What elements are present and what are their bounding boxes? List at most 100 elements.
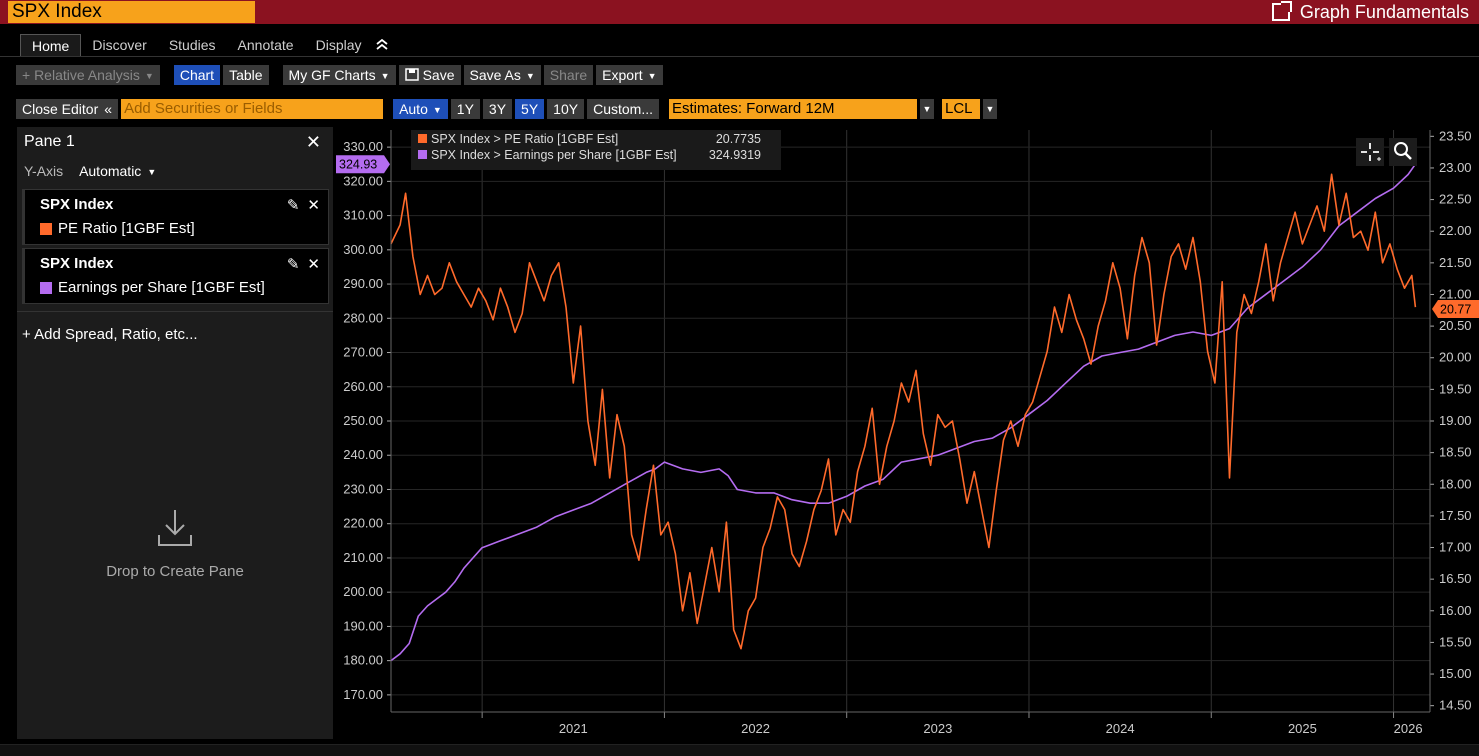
y-left-tick-label: 290.00 bbox=[343, 276, 383, 291]
add-spread-button[interactable]: + Add Spread, Ratio, etc... bbox=[22, 326, 198, 343]
y-right-tick-label: 15.00 bbox=[1439, 666, 1472, 681]
chevron-down-icon[interactable]: ▼ bbox=[920, 99, 934, 119]
color-swatch[interactable] bbox=[40, 281, 52, 294]
y-right-tick-label: 23.00 bbox=[1439, 160, 1472, 175]
range-1y-button[interactable]: 1Y bbox=[450, 99, 480, 119]
pe-last-value-label: 20.77 bbox=[1440, 303, 1471, 317]
ticker-field[interactable]: SPX Index bbox=[8, 1, 255, 23]
chart-area[interactable]: 2021 2022 2023 2024 2025 2026 330.00 320.00 310.… bbox=[336, 127, 1479, 742]
y-left-tick-label: 260.00 bbox=[343, 379, 383, 394]
chevron-down-icon: ▼ bbox=[525, 71, 535, 81]
my-gf-charts-button[interactable]: My GF Charts ▼ bbox=[282, 65, 396, 85]
close-icon[interactable]: ✕ bbox=[305, 132, 321, 152]
legend-swatch bbox=[418, 134, 427, 143]
save-as-button[interactable]: Save As ▼ bbox=[463, 65, 541, 85]
save-button[interactable]: Save bbox=[398, 65, 461, 85]
y-left-tick-label: 170.00 bbox=[343, 687, 383, 702]
pe-last-value-tag bbox=[1432, 300, 1479, 319]
auto-range-button[interactable]: Auto ▼ bbox=[393, 99, 448, 119]
legend: SPX Index > PE Ratio [1GBF Est] 20.7735 SP… bbox=[411, 130, 781, 170]
y-right-tick-label: 22.00 bbox=[1439, 223, 1472, 238]
y-left-tick-label: 330.00 bbox=[343, 139, 383, 154]
download-tray-icon bbox=[155, 507, 195, 551]
pane-title: Pane 1 bbox=[24, 133, 75, 150]
chevron-down-icon: ▼ bbox=[147, 167, 157, 177]
app-title[interactable]: Graph Fundamentals bbox=[1271, 0, 1469, 24]
table-view-button[interactable]: Table bbox=[223, 65, 269, 85]
toolbar: + Relative Analysis ▼ Chart Table My GF C… bbox=[16, 65, 663, 85]
custom-range-button[interactable]: Custom... bbox=[587, 99, 659, 119]
app-title-label: Graph Fundamentals bbox=[1299, 2, 1469, 22]
legend-box bbox=[411, 130, 781, 170]
eps-series-line bbox=[390, 163, 1417, 662]
y-right-tick-label: 16.00 bbox=[1439, 603, 1472, 618]
y-left-tick-label: 270.00 bbox=[343, 345, 383, 360]
chevron-down-icon[interactable]: ▼ bbox=[983, 99, 997, 119]
y-right-tick-label: 21.00 bbox=[1439, 286, 1472, 301]
range-5y-button[interactable]: 5Y bbox=[515, 99, 545, 119]
pane-editor: Pane 1 ✕ Y-Axis Automatic ▼ SPX Index PE … bbox=[17, 127, 333, 739]
line-chart[interactable]: 2021 2022 2023 2024 2025 2026 330.00 320.00 310.… bbox=[336, 127, 1479, 742]
series-card-pe[interactable]: SPX Index PE Ratio [1GBF Est] ✎ ✕ bbox=[22, 189, 329, 245]
y-right-tick-label: 22.50 bbox=[1439, 192, 1472, 207]
tab-bar: Home Discover Studies Annotate Display bbox=[20, 33, 391, 57]
y-right-tick-label: 18.50 bbox=[1439, 445, 1472, 460]
legend-value: 324.9319 bbox=[709, 148, 761, 162]
series-security: SPX Index bbox=[40, 196, 114, 213]
relative-analysis-button[interactable]: + Relative Analysis ▼ bbox=[16, 65, 160, 85]
y-left-tick-label: 200.00 bbox=[343, 584, 383, 599]
x-tick-label: 2025 bbox=[1288, 721, 1317, 736]
currency-select[interactable]: LCL bbox=[942, 99, 980, 119]
y-right-tick-label: 20.50 bbox=[1439, 318, 1472, 333]
tab-annotate[interactable]: Annotate bbox=[237, 37, 294, 53]
y-left-tick-label: 240.00 bbox=[343, 447, 383, 462]
export-button[interactable]: Export ▼ bbox=[596, 65, 663, 85]
collapse-ribbon-icon[interactable] bbox=[373, 37, 391, 57]
chevron-down-icon: ▼ bbox=[432, 105, 442, 115]
y-right-tick-label: 16.50 bbox=[1439, 571, 1472, 586]
range-10y-button[interactable]: 10Y bbox=[547, 99, 585, 119]
tab-studies[interactable]: Studies bbox=[168, 37, 216, 53]
series-field: PE Ratio [1GBF Est] bbox=[40, 220, 195, 237]
close-icon[interactable]: ✕ bbox=[307, 256, 320, 273]
chevron-down-icon: ▼ bbox=[380, 71, 390, 81]
tab-discover[interactable]: Discover bbox=[92, 37, 147, 53]
estimates-select[interactable]: Estimates: Forward 12M bbox=[669, 99, 917, 119]
close-icon[interactable]: ✕ bbox=[307, 197, 320, 214]
y-axis-select[interactable]: Automatic ▼ bbox=[79, 163, 157, 179]
editor-row: Close Editor« Auto▼ 1Y 3Y 5Y 10Y Custom.… bbox=[16, 99, 997, 119]
y-left-tick-label: 320.00 bbox=[343, 173, 383, 188]
status-bar bbox=[0, 744, 1479, 756]
pe-series-line bbox=[390, 173, 1417, 650]
external-link-icon[interactable] bbox=[1271, 1, 1292, 21]
crosshair-tool-icon[interactable] bbox=[1356, 138, 1384, 166]
divider bbox=[17, 311, 333, 312]
y-left-tick-label: 230.00 bbox=[343, 481, 383, 496]
x-tick-label: 2023 bbox=[923, 721, 952, 736]
y-left-tick-label: 250.00 bbox=[343, 413, 383, 428]
tab-home[interactable]: Home bbox=[20, 34, 82, 57]
double-chevron-left-icon: « bbox=[104, 101, 113, 117]
tab-display[interactable]: Display bbox=[315, 37, 362, 53]
series-card-eps[interactable]: SPX Index Earnings per Share [1GBF Est] … bbox=[22, 248, 329, 304]
y-axis-label: Y-Axis bbox=[24, 163, 64, 179]
chevron-down-icon: ▼ bbox=[144, 71, 154, 81]
range-3y-button[interactable]: 3Y bbox=[482, 99, 513, 119]
tabs-divider bbox=[0, 56, 1479, 57]
legend-swatch bbox=[418, 150, 427, 159]
zoom-icon[interactable] bbox=[1389, 138, 1417, 166]
add-securities-input[interactable] bbox=[121, 99, 384, 119]
legend-label: SPX Index > PE Ratio [1GBF Est] bbox=[431, 132, 618, 146]
y-axis-setting: Y-Axis Automatic ▼ bbox=[24, 163, 156, 179]
eps-last-value-tag bbox=[336, 155, 390, 174]
series-security: SPX Index bbox=[40, 255, 114, 272]
chart-view-button[interactable]: Chart bbox=[173, 65, 221, 85]
edit-pencil-icon[interactable]: ✎ bbox=[286, 256, 300, 273]
color-swatch[interactable] bbox=[40, 222, 52, 235]
x-tick-label: 2026 bbox=[1394, 721, 1423, 736]
close-editor-button[interactable]: Close Editor « bbox=[16, 99, 119, 119]
edit-pencil-icon[interactable]: ✎ bbox=[286, 197, 300, 214]
x-tick-label: 2021 bbox=[559, 721, 588, 736]
share-button[interactable]: Share bbox=[543, 65, 594, 85]
drop-zone[interactable]: Drop to Create Pane bbox=[17, 507, 333, 580]
